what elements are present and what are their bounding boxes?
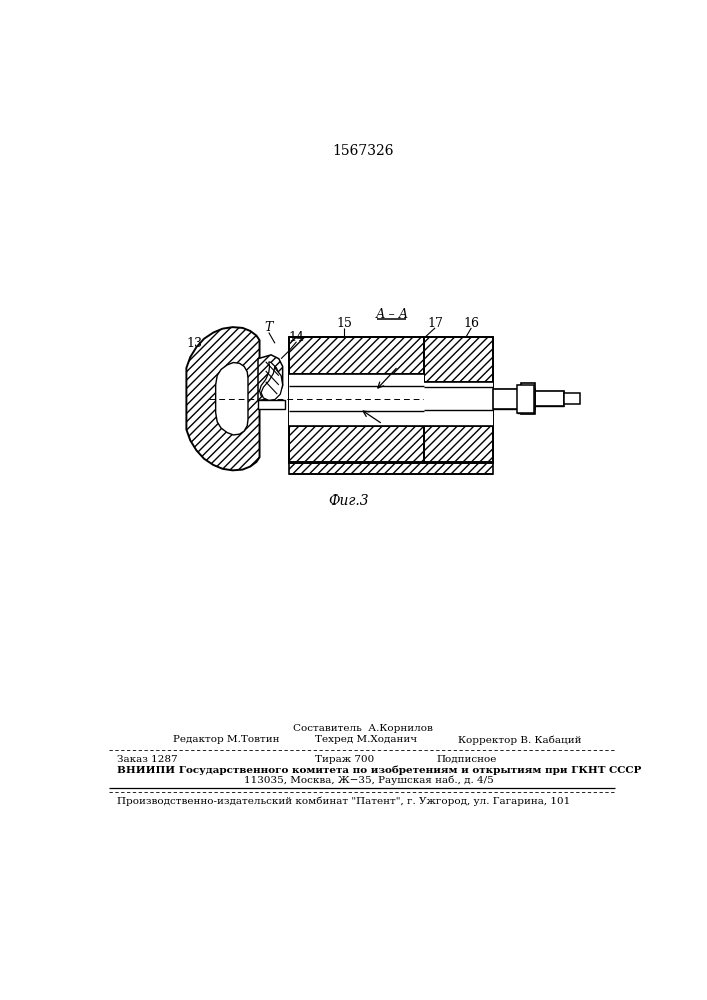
Text: 13: 13 bbox=[187, 337, 203, 350]
Bar bbox=[521, 383, 535, 414]
Text: 113035, Москва, Ж−35, Раушская наб., д. 4/5: 113035, Москва, Ж−35, Раушская наб., д. … bbox=[244, 775, 494, 785]
Text: Составитель  А.Корнилов: Составитель А.Корнилов bbox=[293, 724, 433, 733]
Text: Тираж 700: Тираж 700 bbox=[315, 755, 374, 764]
Polygon shape bbox=[259, 362, 279, 397]
Text: Редактор М.Товтин: Редактор М.Товтин bbox=[173, 735, 280, 744]
Bar bbox=[423, 337, 493, 382]
Bar bbox=[258, 400, 285, 409]
Text: ВНИИПИ Государственного комитета по изобретениям и открытиям при ГКНТ СССР: ВНИИПИ Государственного комитета по изоб… bbox=[117, 766, 641, 775]
Bar bbox=[518, 385, 534, 413]
Text: 14: 14 bbox=[288, 331, 305, 344]
Text: Заказ 1287: Заказ 1287 bbox=[117, 755, 177, 764]
Bar bbox=[493, 389, 535, 409]
Text: 16: 16 bbox=[463, 317, 479, 330]
Bar bbox=[535, 391, 564, 406]
Bar bbox=[423, 382, 493, 426]
Text: А – А: А – А bbox=[375, 308, 409, 321]
Text: Корректор В. Кабаций: Корректор В. Кабаций bbox=[458, 735, 582, 745]
Text: 15: 15 bbox=[337, 317, 352, 330]
Polygon shape bbox=[258, 355, 283, 400]
Bar bbox=[288, 426, 423, 463]
Bar bbox=[423, 426, 493, 463]
Bar bbox=[288, 337, 423, 374]
Text: 1567326: 1567326 bbox=[332, 144, 394, 158]
Bar bbox=[288, 374, 423, 426]
Text: Производственно-издательский комбинат "Патент", г. Ужгород, ул. Гагарина, 101: Производственно-издательский комбинат "П… bbox=[117, 797, 571, 806]
Bar bbox=[288, 462, 493, 474]
Text: Подписное: Подписное bbox=[437, 755, 497, 764]
Bar bbox=[564, 393, 580, 404]
Polygon shape bbox=[187, 327, 259, 470]
Polygon shape bbox=[216, 363, 248, 435]
Text: Т: Т bbox=[264, 321, 273, 334]
Text: Техред М.Ходанич: Техред М.Ходанич bbox=[315, 735, 417, 744]
Text: 17: 17 bbox=[427, 317, 443, 330]
Polygon shape bbox=[261, 366, 283, 400]
Text: Фиг.3: Фиг.3 bbox=[328, 494, 368, 508]
